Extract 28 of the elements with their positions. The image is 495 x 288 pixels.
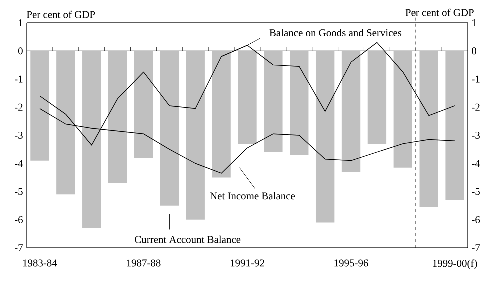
y-tick-label: 1 [19,20,23,26]
annotation: Current Account Balance [135,236,241,244]
x-tick-label: 1987-88 [127,260,161,267]
y-tick-label: -5 [14,188,23,196]
x-tick-label: 1991-92 [230,260,264,267]
x-tick-label: 1999-00(f) [433,260,478,270]
y-tick-label: -4 [14,160,24,168]
y-tick-label: -6 [14,216,24,224]
y2-axis-title: Per cent of GDP [406,8,474,16]
y-tick-label: -3 [14,132,23,140]
y2-tick-label: 1 [472,20,476,26]
annotation: Net Income Balance [210,192,296,200]
y2-tick-label: -3 [472,132,480,140]
x-tick-label: 1983-84 [23,260,58,267]
y2-tick-label: -2 [472,104,480,111]
annotation: Balance on Goods and Services [270,29,402,37]
y-tick-label: -2 [14,104,23,111]
y2-tick-label: 0 [472,48,477,55]
y-axis-title: Per cent of GDP [26,10,96,18]
y2-tick-label: -1 [472,76,480,83]
x-tick-label: 1995-96 [334,260,368,267]
y2-tick-label: -4 [472,160,480,168]
y2-tick-label: -6 [472,216,480,224]
y-tick-label: 0 [18,48,23,55]
y-tick-label: -1 [14,76,23,83]
y2-tick-label: -7 [472,244,480,252]
y-tick-label: -7 [14,244,24,252]
y2-tick-label: -5 [472,188,480,196]
